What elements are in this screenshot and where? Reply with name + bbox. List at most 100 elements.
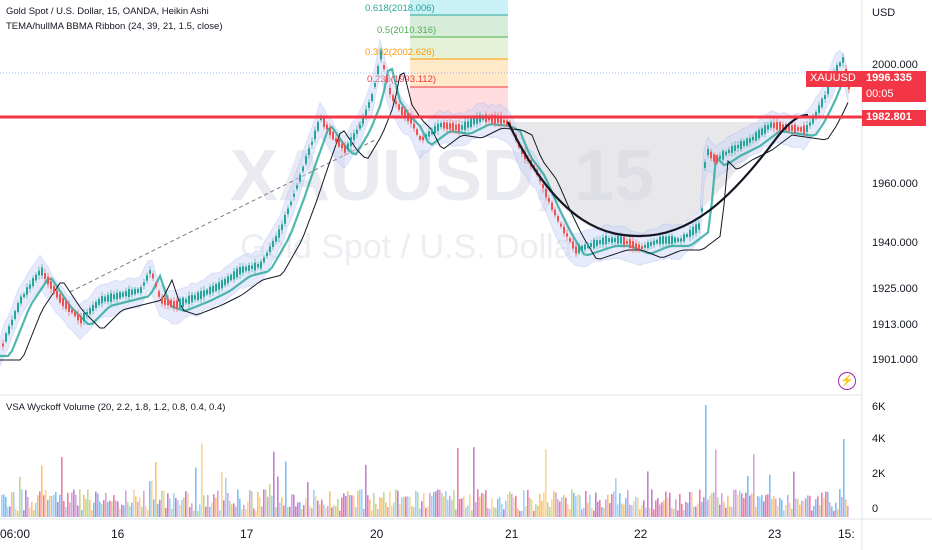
candle-body — [506, 120, 508, 126]
volume-bar — [453, 490, 455, 517]
candle-body — [77, 313, 79, 321]
volume-bar — [683, 510, 685, 517]
volume-bar — [777, 506, 779, 517]
volume-bar — [103, 500, 105, 517]
volume-bar — [9, 506, 11, 517]
volume-bar — [143, 491, 145, 517]
candle-body — [815, 112, 817, 118]
volume-bar — [801, 500, 803, 517]
volume-bar — [819, 505, 821, 517]
volume-bar — [361, 489, 363, 517]
volume-bar — [417, 492, 419, 517]
volume-bar — [649, 507, 651, 517]
volume-bar — [839, 489, 841, 517]
volume-bar — [271, 495, 273, 517]
candle-body — [83, 312, 85, 322]
volume-bar — [149, 481, 151, 517]
volume-bar — [719, 504, 721, 517]
candle-body — [287, 208, 289, 214]
candle-body — [443, 122, 445, 129]
volume-bar — [681, 503, 683, 517]
volume-bar — [113, 495, 115, 517]
candle-body — [419, 136, 421, 140]
time-axis-label: 17 — [240, 527, 254, 541]
volume-bar — [663, 500, 665, 517]
candle-body — [260, 261, 262, 269]
volume-bar — [501, 503, 503, 517]
symbol-legend[interactable]: Gold Spot / U.S. Dollar, 15, OANDA, Heik… — [6, 6, 209, 17]
volume-bar — [273, 451, 275, 517]
candle-body — [413, 123, 415, 129]
volume-bar — [265, 489, 267, 517]
candle-body — [605, 235, 607, 245]
volume-bar — [605, 499, 607, 517]
candle-body — [95, 301, 97, 308]
volume-bar — [33, 510, 35, 517]
volume-bar — [177, 500, 179, 517]
lightning-bolt-icon[interactable]: ⚡ — [838, 372, 856, 390]
volume-bar — [263, 489, 265, 517]
candle-body — [494, 115, 496, 124]
candle-body — [614, 238, 616, 242]
hull-ma-line — [0, 72, 849, 361]
volume-bar — [139, 497, 141, 517]
candle-body — [356, 129, 358, 134]
volume-bar — [239, 498, 241, 517]
candle-body — [797, 127, 799, 131]
candle-body — [188, 295, 190, 304]
candle-body — [353, 133, 355, 140]
volume-bar — [87, 489, 89, 517]
volume-legend[interactable]: VSA Wyckoff Volume (20, 2.2, 1.8, 1.2, 0… — [6, 402, 226, 413]
candle-body — [593, 239, 595, 249]
volume-bar — [123, 505, 125, 517]
volume-bar — [101, 504, 103, 517]
volume-bar — [549, 507, 551, 517]
candle-body — [383, 65, 385, 69]
candle-body — [461, 125, 463, 130]
volume-bar — [75, 494, 77, 517]
candle-body — [47, 276, 49, 285]
candle-body — [62, 298, 64, 307]
volume-bar — [69, 502, 71, 517]
volume-bar — [579, 495, 581, 517]
volume-bar — [181, 499, 183, 517]
candle-body — [473, 118, 475, 125]
volume-bar — [563, 495, 565, 517]
volume-bar — [137, 501, 139, 517]
indicator-legend[interactable]: TEMA/hullMA BBMA Ribbon (24, 39, 21, 1.5… — [6, 21, 223, 32]
volume-bar — [751, 493, 753, 517]
candle-body — [314, 130, 316, 140]
volume-bar — [513, 497, 515, 517]
candle-body — [5, 333, 7, 342]
candle-body — [119, 292, 121, 299]
volume-bar — [653, 509, 655, 517]
time-axis-label: 23 — [768, 527, 782, 541]
volume-bar — [711, 493, 713, 517]
candle-body — [164, 297, 166, 306]
volume-bar — [397, 490, 399, 517]
candle-body — [809, 122, 811, 126]
candle-body — [782, 124, 784, 130]
volume-bar — [811, 510, 813, 517]
volume-bar — [189, 507, 191, 517]
candle-body — [779, 122, 781, 131]
candle-body — [683, 234, 685, 242]
volume-bar — [131, 502, 133, 517]
volume-bar — [757, 495, 759, 517]
volume-bar — [603, 507, 605, 517]
fib-zone — [410, 15, 508, 37]
volume-bar — [575, 496, 577, 517]
volume-bar — [187, 492, 189, 517]
volume-bar — [65, 507, 67, 517]
volume-bar — [631, 505, 633, 517]
volume-bar — [235, 506, 237, 517]
volume-bar — [619, 493, 621, 517]
volume-bar — [645, 507, 647, 517]
candle-body — [653, 240, 655, 245]
volume-bar — [81, 510, 83, 517]
volume-bar — [701, 501, 703, 517]
candle-body — [233, 271, 235, 280]
volume-bar — [775, 498, 777, 517]
